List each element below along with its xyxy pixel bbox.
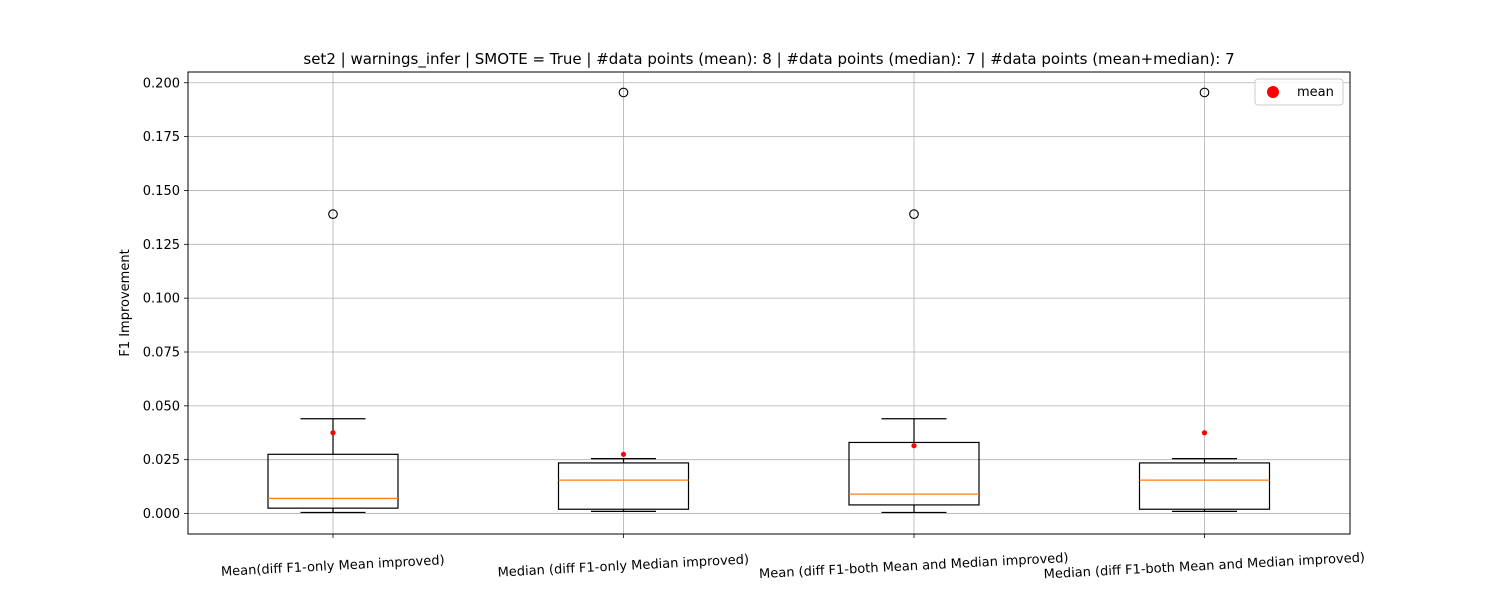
box-iqr	[267, 453, 399, 509]
box-group	[1138, 87, 1271, 512]
y-axis-label: F1 Improvement	[118, 249, 133, 356]
chart-title: set2 | warnings_infer | SMOTE = True | #…	[303, 50, 1234, 69]
outlier-point	[618, 87, 629, 98]
legend-mean-label: mean	[1297, 85, 1334, 100]
y-tick-label: 0.050	[143, 399, 180, 414]
box-group	[267, 209, 399, 514]
y-tick-label: 0.025	[143, 453, 180, 468]
outlier-point	[1199, 87, 1210, 98]
mean-point	[1201, 430, 1208, 436]
y-tick-label: 0.000	[143, 507, 180, 522]
y-tick-label: 0.150	[143, 184, 180, 199]
mean-point	[911, 443, 917, 449]
legend-mean-marker	[1267, 86, 1279, 98]
box-group	[557, 87, 690, 512]
box-iqr	[557, 462, 690, 510]
mean-point	[620, 451, 627, 457]
mean-point	[330, 430, 336, 436]
outlier-point	[909, 209, 919, 220]
plot-frame	[187, 71, 1351, 535]
legend-frame	[1254, 78, 1344, 106]
box-iqr	[1138, 462, 1271, 510]
y-tick-label: 0.175	[143, 130, 180, 145]
y-tick-label: 0.125	[143, 238, 180, 253]
y-tick-label: 0.100	[143, 292, 180, 307]
y-tick-label: 0.075	[143, 346, 180, 361]
y-tick-label: 0.200	[143, 76, 180, 91]
legend: mean	[1254, 78, 1344, 106]
boxes-layer	[267, 87, 1271, 514]
grid-lines	[188, 72, 1350, 534]
box-iqr	[848, 441, 980, 506]
outlier-point	[328, 209, 338, 220]
box-group	[848, 209, 980, 514]
